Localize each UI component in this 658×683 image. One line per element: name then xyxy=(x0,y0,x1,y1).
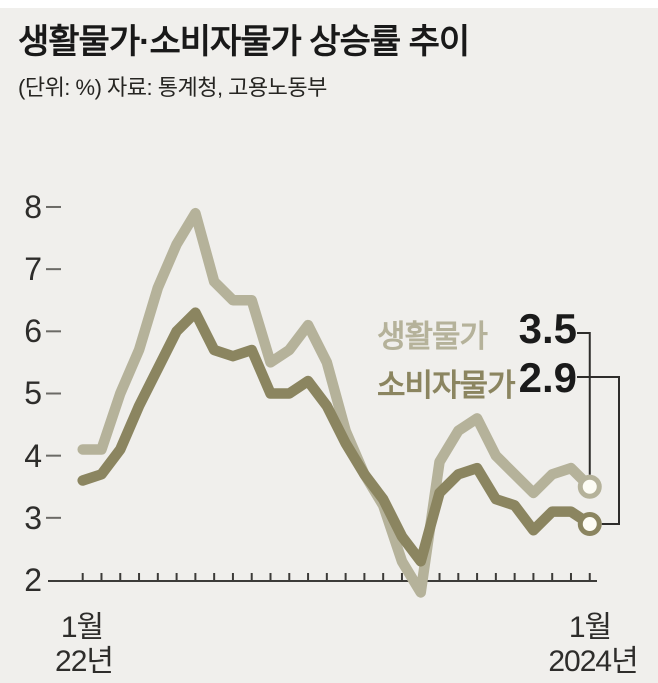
x-axis-start-year-label: 22년 xyxy=(55,645,114,678)
y-axis-label: 8 xyxy=(24,188,42,225)
x-axis-end-month-label: 1월 xyxy=(568,611,612,644)
legend-label-living-price: 생활물가 xyxy=(377,319,488,354)
y-axis-label: 4 xyxy=(24,437,42,474)
y-axis-label: 2 xyxy=(24,562,42,598)
y-axis-label: 3 xyxy=(24,499,42,536)
consumer-price-line xyxy=(77,307,596,567)
top-strip xyxy=(0,0,658,8)
legend-value-consumer-price: 2.9 xyxy=(518,354,577,401)
x-axis-start-month-label: 1월 xyxy=(60,611,104,644)
consumer-price-endpoint-marker xyxy=(577,512,602,537)
connector-cpi-value xyxy=(577,376,620,526)
connector-living-value xyxy=(577,332,591,475)
y-axis-label: 7 xyxy=(24,251,42,288)
legend-value-living-price: 3.5 xyxy=(518,305,577,352)
x-axis-end-year-label: 2024년 xyxy=(548,645,638,678)
y-axis-label: 6 xyxy=(24,313,42,350)
living-price-line xyxy=(77,207,596,598)
legend-label-consumer-price: 소비자물가 xyxy=(377,368,516,403)
living-price-endpoint-marker xyxy=(577,474,602,499)
chart-subtitle: (단위: %) 자료: 통계청, 고용노동부 xyxy=(18,75,327,100)
y-axis-label: 5 xyxy=(24,375,42,412)
chart-title: 생활물가·소비자물가 상승률 추이 xyxy=(18,23,470,61)
